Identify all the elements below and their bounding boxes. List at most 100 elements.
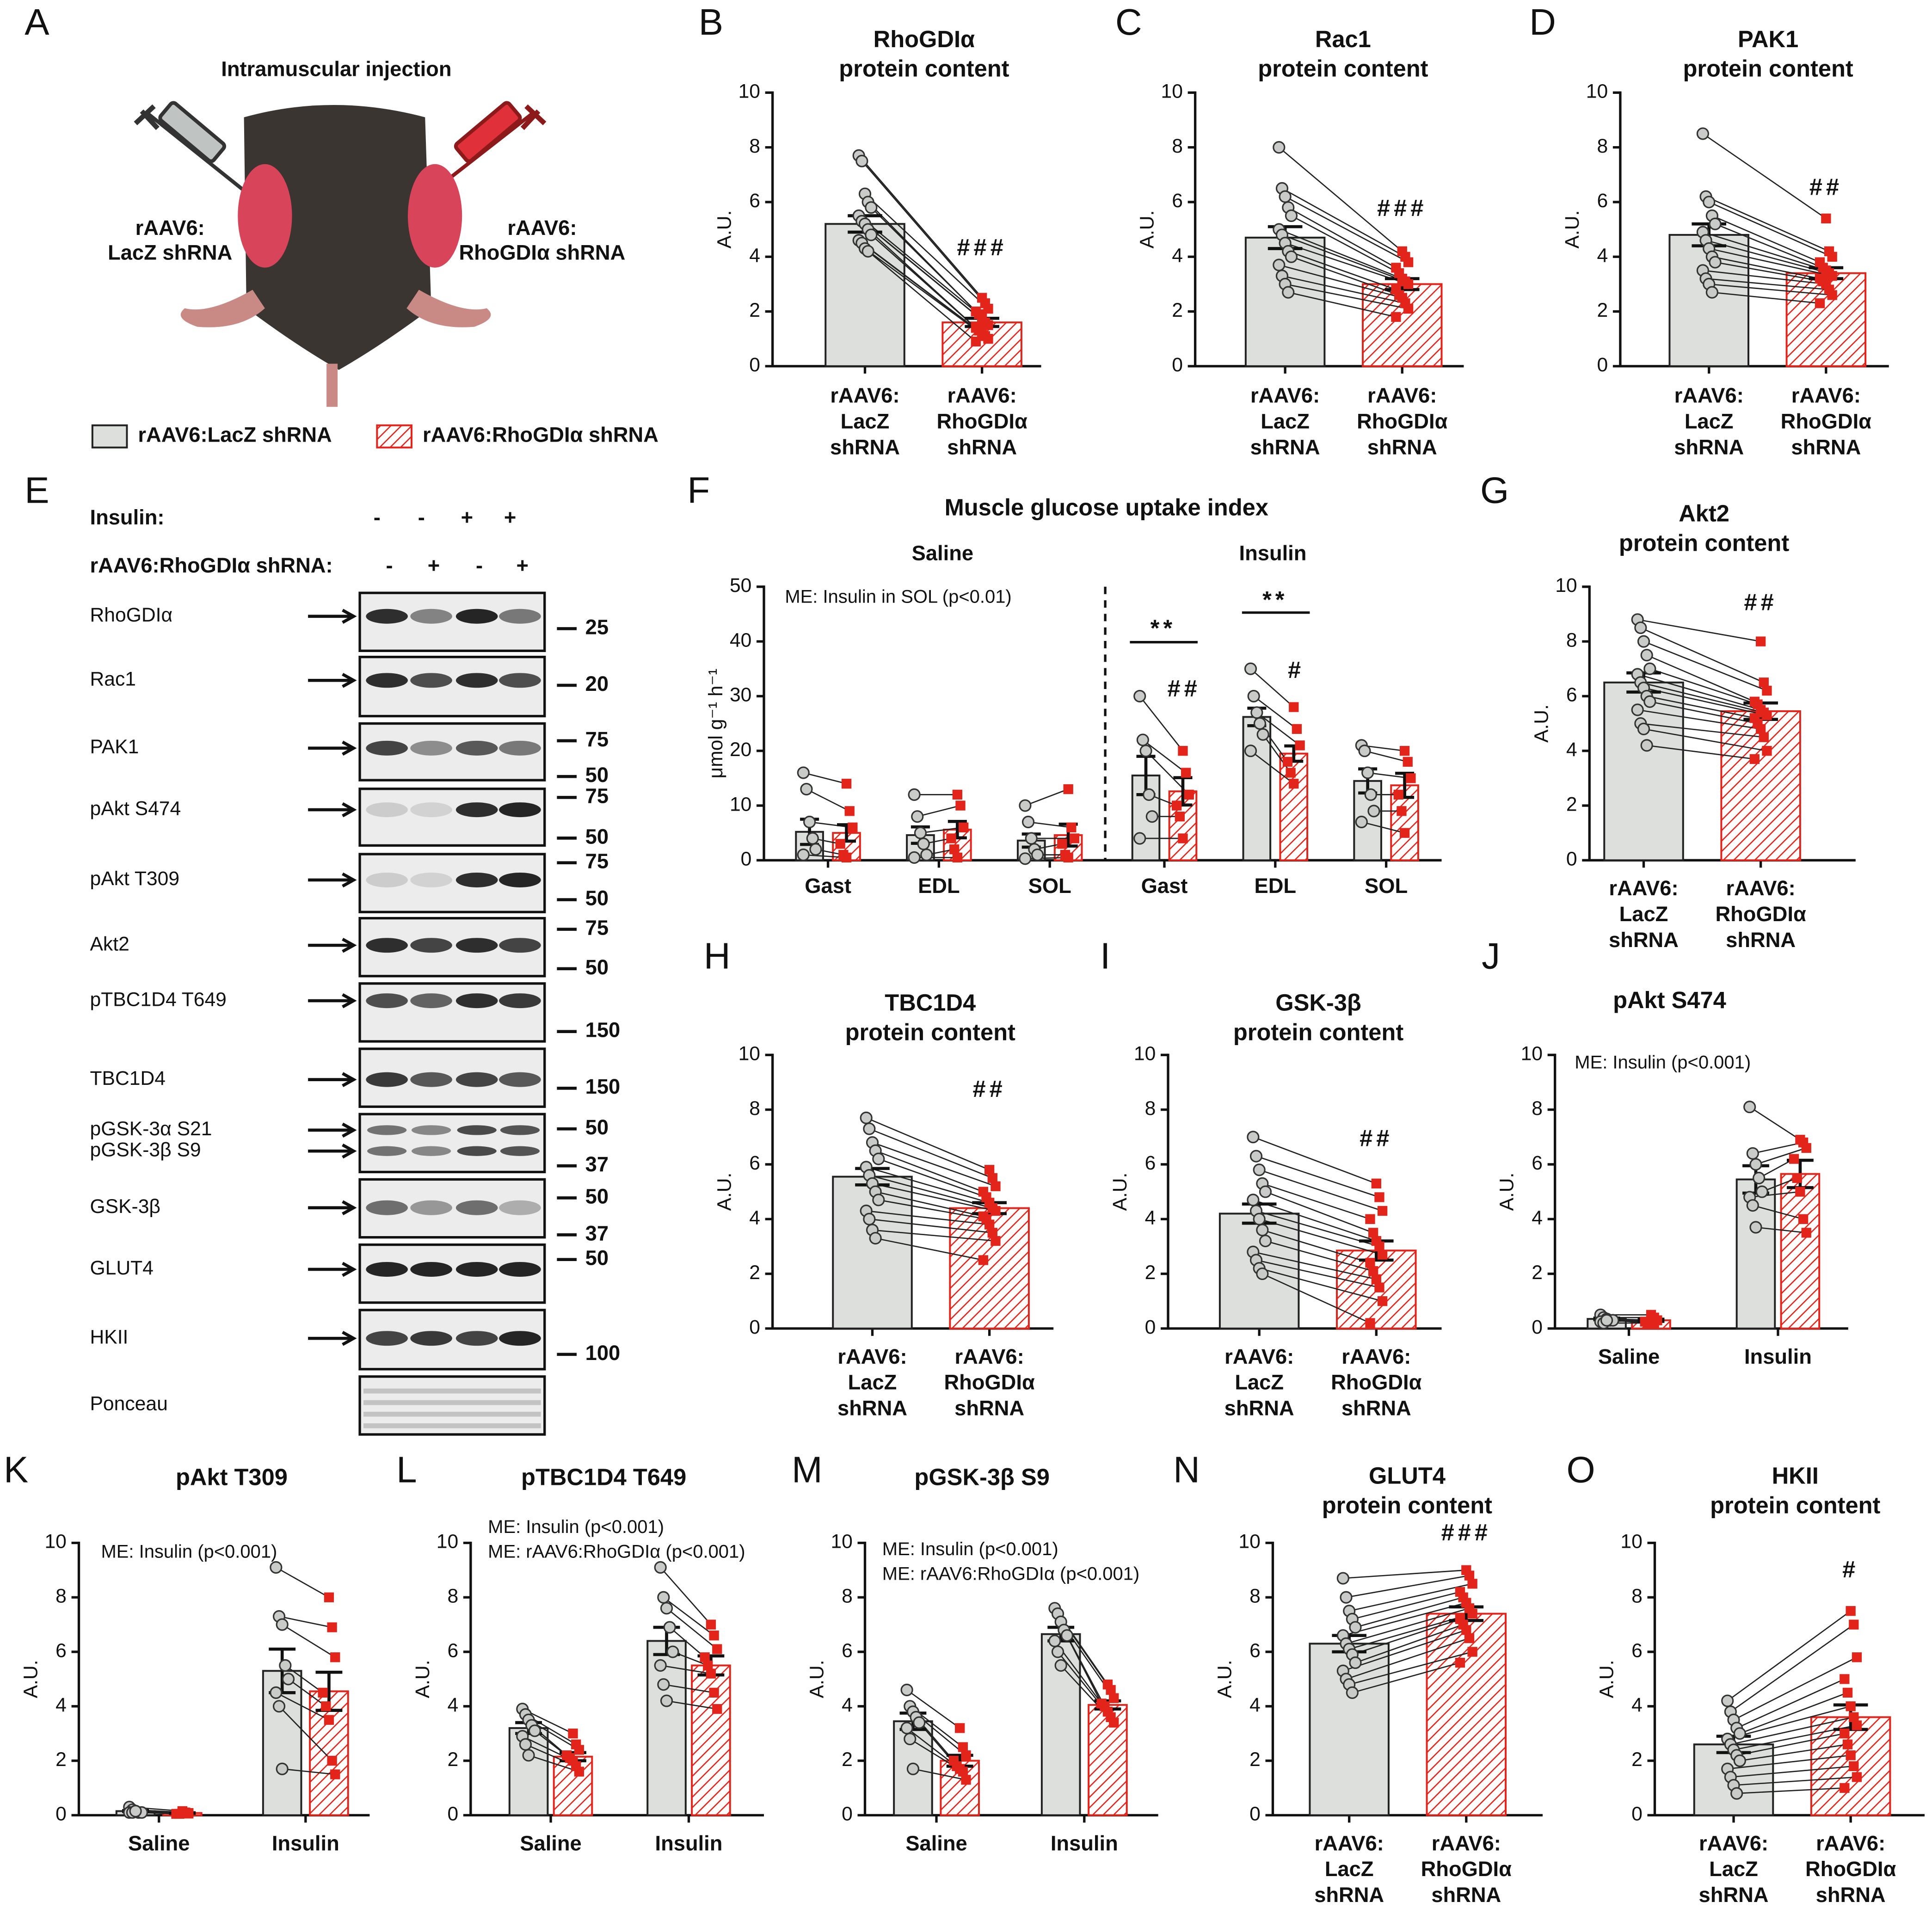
bar [1780,1173,1821,1329]
bar [824,223,905,367]
pair-line [663,1597,714,1636]
data-point [1743,1101,1756,1114]
pair-line [1346,1637,1470,1680]
pair-line [1643,728,1767,752]
chart-title: Muscle glucose uptake index [945,494,1268,520]
data-point [528,1724,541,1737]
data-point [865,201,878,214]
y-axis-label: A.U. [806,1660,828,1698]
pair-line [866,1117,990,1171]
mw-marker: 100 [585,1341,621,1365]
panel-letter: G [1480,469,1509,511]
pair-line [806,788,850,812]
data-point [1060,1629,1074,1642]
data-point [663,1621,676,1634]
data-point [1368,1228,1378,1238]
data-point [955,800,966,811]
blot-frame [358,1375,546,1436]
y-tick-label: 6 [1566,684,1577,706]
mouse-body [244,105,431,370]
x-tick-label: rAAV6: [1224,1345,1294,1368]
pair-line [1285,283,1409,309]
data-point [1709,256,1722,269]
data-point [1399,828,1410,838]
data-point [920,848,933,862]
blot-label: Rac1 [90,668,136,690]
syringe-plunger [520,104,547,130]
y-tick-label: 4 [1145,1207,1156,1229]
pair-line [913,1768,966,1781]
data-point [1846,1606,1856,1616]
y-tick-label: 0 [749,354,760,376]
data-point [1600,1314,1613,1327]
x-tick-label: shRNA [837,1397,907,1420]
y-tick-label: 4 [1249,1694,1261,1716]
blot-label: pGSK-3β S9 [90,1139,201,1161]
y-axis-label: A.U. [1136,210,1158,249]
y-tick-label: 4 [55,1694,67,1716]
blot-band [455,993,498,1009]
y-tick-label: 50 [730,574,751,597]
data-point [861,245,874,258]
syringe-plunger [134,104,160,130]
pair-line [1342,1629,1467,1672]
data-point [1256,728,1269,741]
pair-line [866,1166,990,1204]
y-axis-label: A.U. [1530,704,1552,743]
pair-line [528,1754,579,1772]
mw-marker: 75 [585,916,609,940]
y-tick-label: 10 [738,80,760,103]
pair-line [1066,1635,1105,1707]
y-tick-label: 4 [749,245,760,267]
data-point [1840,1729,1850,1739]
blot-band [366,938,408,953]
x-tick-label: shRNA [1341,1397,1411,1420]
data-point [318,1687,328,1698]
y-tick-label: 2 [842,1748,853,1771]
x-tick-label: shRNA [1791,435,1861,459]
data-point [952,789,963,800]
pair-line [1709,201,1833,258]
data-point [1746,1199,1759,1212]
y-tick-label: 0 [1172,354,1183,376]
panel-letter: B [699,1,723,43]
x-tick-label: rAAV6: [1674,383,1744,407]
y-tick-label: 6 [749,1152,760,1174]
x-tick-label: rAAV6: [955,1345,1024,1368]
pair-line [282,1624,336,1658]
blot-arrow [308,673,357,688]
blot-band [455,1262,498,1277]
pair-line [1256,712,1300,746]
significance-marker: ### [1377,195,1427,221]
pair-line [1705,278,1829,290]
pair-line [1028,821,1071,828]
data-point [809,843,822,856]
y-tick-label: 10 [44,1531,66,1553]
data-point [1374,1192,1384,1202]
x-tick-label: shRNA [1250,435,1320,459]
mw-marker: 150 [585,1075,621,1098]
bar [262,1670,302,1816]
blot-band [499,993,541,1009]
blot-band [499,1072,541,1087]
data-point [657,1591,670,1604]
illustration-title: Intramuscular injection [221,57,451,80]
data-point [1178,833,1188,843]
pair-line [1288,207,1397,269]
pair-line [878,1158,987,1198]
blot-arrow [308,1072,357,1087]
blot-band [366,993,408,1009]
x-tick-label: Gast [1141,874,1188,898]
pair-line [1736,1733,1845,1756]
data-point [991,1206,1001,1216]
data-point [1842,1687,1853,1698]
panel-letter: H [704,935,731,977]
data-point [863,1122,876,1135]
panel-letter: A [25,1,49,43]
x-tick-label: shRNA [1224,1397,1294,1420]
pair-line [858,155,983,298]
data-point [983,320,993,330]
pair-line [1637,619,1761,642]
pair-line [1640,723,1764,738]
data-point [1789,1154,1799,1164]
